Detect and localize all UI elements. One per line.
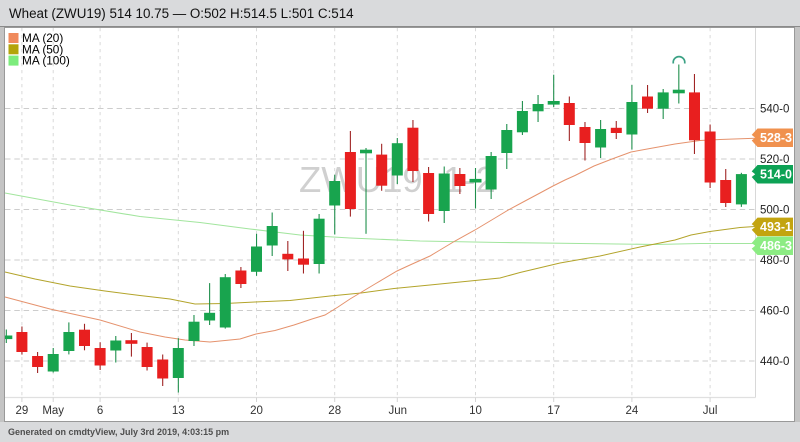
svg-text:460-0: 460-0 — [760, 306, 789, 318]
svg-text:440-0: 440-0 — [760, 356, 789, 368]
svg-text:480-0: 480-0 — [760, 255, 789, 267]
svg-text:24: 24 — [626, 405, 639, 417]
svg-text:Jul: Jul — [703, 405, 718, 417]
svg-text:486-3: 486-3 — [760, 239, 792, 253]
svg-text:20: 20 — [250, 405, 263, 417]
svg-text:500-0: 500-0 — [760, 205, 789, 217]
svg-text:514-0: 514-0 — [760, 168, 792, 182]
svg-text:May: May — [42, 405, 64, 417]
svg-text:540-0: 540-0 — [760, 104, 789, 116]
svg-text:Jun: Jun — [389, 405, 408, 417]
svg-text:6: 6 — [97, 405, 103, 417]
svg-text:28: 28 — [328, 405, 341, 417]
svg-text:MA (20): MA (20) — [22, 31, 63, 45]
svg-text:MA (50): MA (50) — [22, 42, 63, 56]
svg-text:493-1: 493-1 — [760, 220, 792, 234]
svg-text:29: 29 — [16, 405, 29, 417]
svg-text:13: 13 — [172, 405, 185, 417]
svg-text:17: 17 — [547, 405, 560, 417]
svg-text:520-0: 520-0 — [760, 154, 789, 166]
svg-text:MA (100): MA (100) — [22, 54, 70, 68]
svg-text:528-3: 528-3 — [760, 131, 792, 145]
svg-text:10: 10 — [469, 405, 482, 417]
